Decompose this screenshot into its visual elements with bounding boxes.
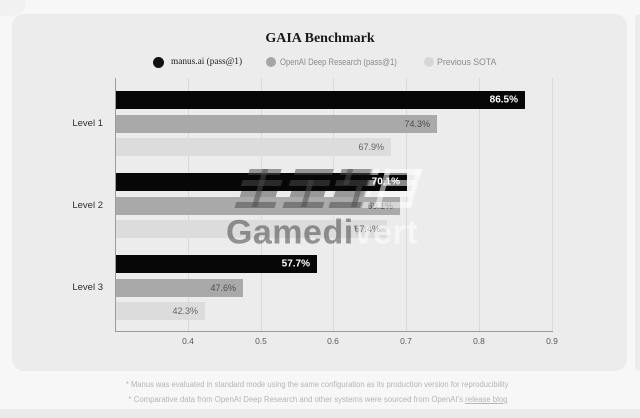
svg-text:Gamedivert: Gamedivert (226, 214, 418, 252)
